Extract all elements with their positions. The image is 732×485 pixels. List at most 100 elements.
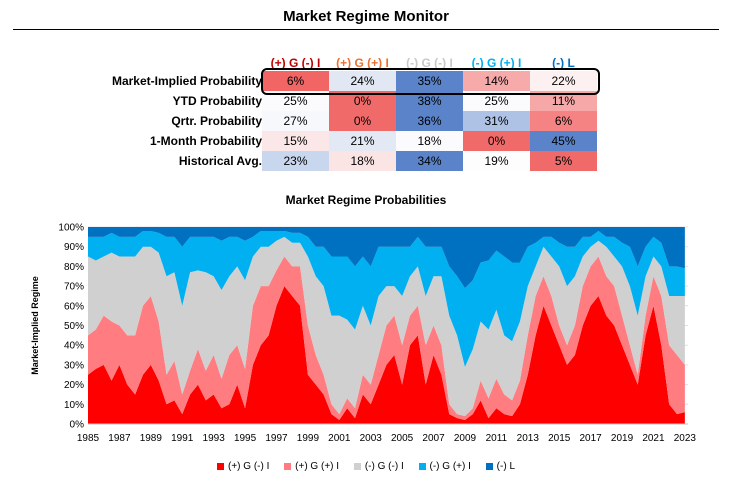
table-row: Market-Implied Probability 6% 24% 35% 14… — [80, 71, 597, 91]
table-row: 1-Month Probability 15% 21% 18% 0% 45% — [80, 131, 597, 151]
x-tick-label: 1989 — [140, 433, 163, 444]
table-cell: 0% — [329, 91, 396, 111]
y-tick-label: 80% — [64, 262, 84, 273]
table-cell: 34% — [396, 151, 463, 171]
x-tick-label: 2015 — [548, 433, 571, 444]
area-series — [88, 236, 685, 417]
area-series — [88, 256, 685, 421]
table-cell: 36% — [396, 111, 463, 131]
y-tick-label: 60% — [64, 301, 84, 312]
x-tick-labels: 1985 1987 1989 1991 1993 1995 1997 1999 2001 2003… — [77, 433, 697, 444]
area-series — [88, 286, 685, 424]
table-cell: 0% — [329, 111, 396, 131]
table-cell: 6% — [530, 111, 597, 131]
table-cell: 35% — [396, 71, 463, 91]
table-cell: 15% — [262, 131, 329, 151]
legend-label: (+) G (-) I — [227, 461, 270, 472]
x-tick-label: 2013 — [517, 433, 540, 444]
column-header: (-) G (-) I — [406, 56, 453, 70]
legend-label: (-) G (+) I — [429, 461, 471, 472]
x-tick-label: 2021 — [642, 433, 665, 444]
x-tick-label: 1991 — [171, 433, 194, 444]
table-row: Historical Avg. 23% 18% 34% 19% 5% — [80, 151, 597, 171]
y-tick-label: 70% — [64, 282, 84, 293]
table-cell: 0% — [463, 131, 530, 151]
legend-swatch — [216, 463, 224, 470]
table-cell: 19% — [463, 151, 530, 171]
row-label: Market-Implied Probability — [111, 74, 262, 88]
legend-label: (-) L — [496, 461, 516, 472]
column-header: (+) G (-) I — [270, 56, 321, 70]
x-tick-label: 2019 — [611, 433, 634, 444]
legend-swatch — [284, 463, 292, 470]
y-tick-label: 10% — [64, 400, 84, 411]
table-cell: 25% — [463, 91, 530, 111]
column-header: (-) L — [552, 56, 575, 70]
legend-label: (+) G (+) I — [295, 461, 340, 472]
table-cell: 25% — [262, 91, 329, 111]
y-tick-labels: 0% 10% 20% 30% 40% 50% 60% 70% 80% 90% 100% — [58, 223, 84, 431]
legend-swatch — [353, 463, 361, 470]
table-cell: 14% — [463, 71, 530, 91]
table-cell: 38% — [396, 91, 463, 111]
x-tick-label: 2009 — [454, 433, 477, 444]
column-header: (+) G (+) I — [336, 56, 389, 70]
x-tick-label: 2005 — [391, 433, 414, 444]
legend-item: (-) G (-) I — [353, 461, 404, 472]
y-tick-label: 50% — [64, 321, 84, 332]
table-cell: 5% — [530, 151, 597, 171]
row-label: Historical Avg. — [178, 154, 262, 168]
x-tick-label: 2017 — [579, 433, 602, 444]
table-cell: 18% — [396, 131, 463, 151]
legend-item: (+) G (+) I — [284, 461, 339, 472]
table-cell: 24% — [329, 71, 396, 91]
x-tick-label: 2023 — [674, 433, 697, 444]
row-label: 1-Month Probability — [150, 134, 262, 148]
x-tick-label: 1985 — [77, 433, 100, 444]
legend-item: (+) G (-) I — [216, 461, 270, 472]
title-underline — [13, 29, 719, 30]
legend-swatch — [418, 463, 426, 470]
table-row: Qrtr. Probability 27% 0% 36% 31% 6% — [80, 111, 597, 131]
y-tick-label: 30% — [64, 360, 84, 371]
dashboard-title: Market Regime Monitor — [283, 8, 449, 25]
x-tick-label: 1997 — [265, 433, 288, 444]
y-tick-label: 40% — [64, 341, 84, 352]
table-cell: 18% — [329, 151, 396, 171]
column-header: (-) G (+) I — [471, 56, 522, 70]
legend-item: (-) L — [485, 461, 516, 472]
legend-item: (-) G (+) I — [418, 461, 471, 472]
area-series — [88, 227, 685, 289]
x-tick-label: 2003 — [360, 433, 383, 444]
table-cell: 22% — [530, 71, 597, 91]
legend-label: (-) G (-) I — [364, 461, 404, 472]
y-tick-label: 0% — [70, 420, 85, 431]
stacked-areas — [88, 227, 685, 424]
table-cell: 11% — [530, 91, 597, 111]
x-tick-label: 1995 — [234, 433, 257, 444]
x-tick-label: 1993 — [203, 433, 226, 444]
table-cell: 6% — [262, 71, 329, 91]
y-tick-label: 100% — [58, 223, 84, 234]
x-tick-label: 2001 — [328, 433, 351, 444]
table-cell: 31% — [463, 111, 530, 131]
table-row: YTD Probability 25% 0% 38% 25% 11% — [80, 91, 597, 111]
table-cell: 23% — [262, 151, 329, 171]
legend-swatch — [485, 463, 493, 470]
row-label: Qrtr. Probability — [171, 114, 262, 128]
y-axis-label: Market-Implied Regime — [30, 276, 40, 375]
table-cell: 27% — [262, 111, 329, 131]
chart-legend: (+) G (-) I (+) G (+) I (-) G (-) I (-) … — [0, 461, 732, 472]
table-cell: 21% — [329, 131, 396, 151]
row-label: YTD Probability — [172, 94, 262, 108]
table-cell: 45% — [530, 131, 597, 151]
area-series — [88, 230, 685, 367]
chart-title: Market Regime Probabilities — [285, 193, 447, 207]
x-tick-label: 2011 — [486, 433, 508, 444]
x-tick-label: 2007 — [422, 433, 445, 444]
x-tick-label: 1999 — [297, 433, 320, 444]
table-header-row: (+) G (-) I (+) G (+) I (-) G (-) I (-) … — [80, 50, 597, 71]
y-tick-label: 90% — [64, 242, 84, 253]
y-tick-label: 20% — [64, 380, 84, 391]
